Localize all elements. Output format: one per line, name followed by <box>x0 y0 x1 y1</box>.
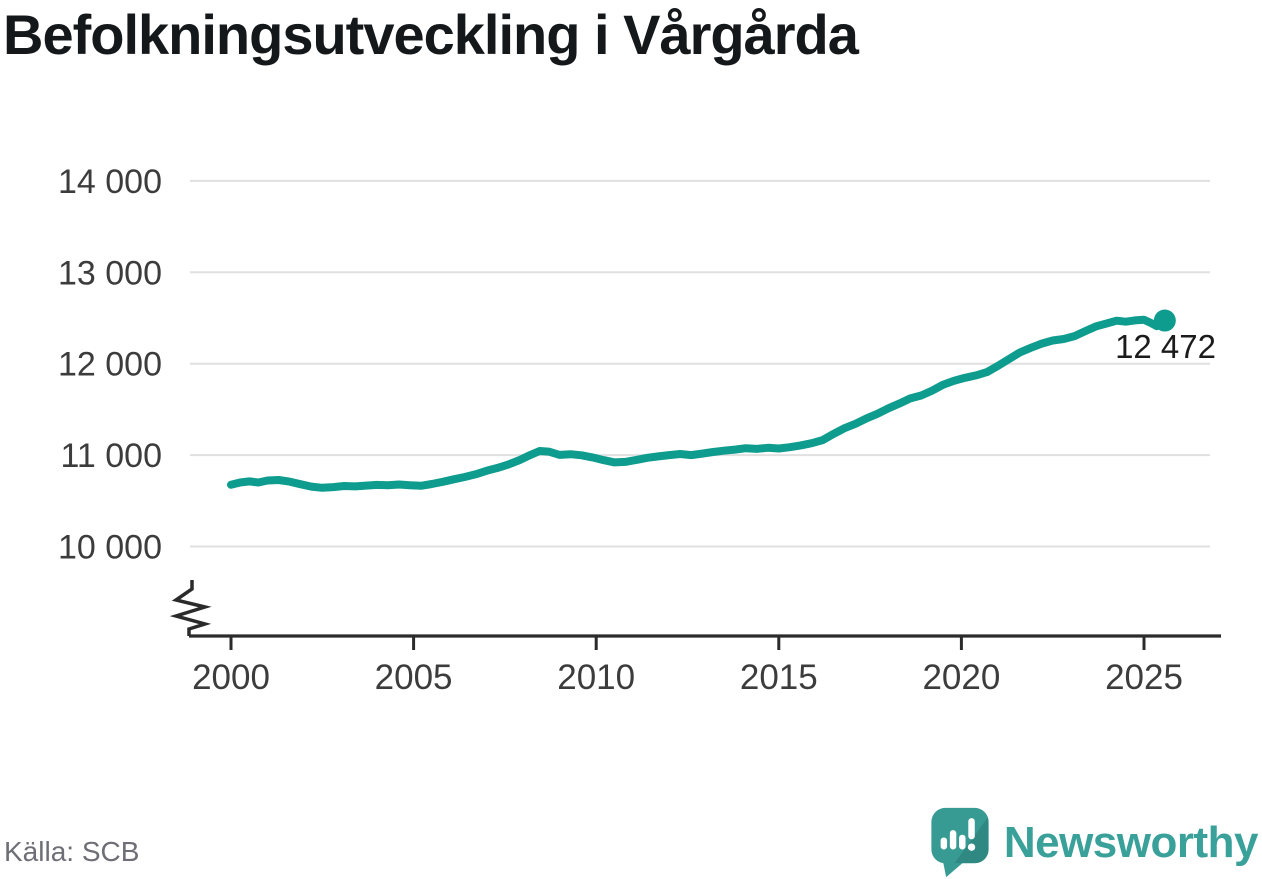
logo-exclamation-dot <box>967 843 976 851</box>
y-tick-label: 10 000 <box>58 529 162 567</box>
newsworthy-logo: Newsworthy <box>929 807 1259 878</box>
axis-break-icon <box>169 580 212 636</box>
x-tick-label: 2005 <box>375 658 453 697</box>
y-tick-label: 14 000 <box>58 163 162 201</box>
x-tick-label: 2025 <box>1105 658 1183 697</box>
logo-bar-1 <box>940 837 947 850</box>
source-note: Källa: SCB <box>4 836 140 867</box>
y-tick-label: 12 000 <box>58 346 162 384</box>
logo-bar-3 <box>958 834 966 850</box>
latest-value-label: 12 472 <box>1115 328 1216 365</box>
newsworthy-logo-icon <box>931 807 989 878</box>
x-tick-label: 2000 <box>192 658 270 697</box>
y-tick-label: 11 000 <box>61 437 162 475</box>
chart-title: Befolkningsutveckling i Vårgårda <box>3 3 859 66</box>
logo-bar-2 <box>949 830 957 850</box>
latest-point-dot <box>1153 309 1176 332</box>
y-tick-label: 13 000 <box>58 254 162 292</box>
logo-exclamation-stem <box>968 818 975 840</box>
x-tick-label: 2015 <box>740 658 818 697</box>
x-tick-label: 2020 <box>922 658 1000 697</box>
logo-shade <box>954 816 989 864</box>
x-tick-label: 2010 <box>557 658 635 697</box>
population-line <box>227 315 1169 492</box>
logo-bubble-tail <box>942 858 966 878</box>
brand-name: Newsworthy <box>1003 818 1259 867</box>
